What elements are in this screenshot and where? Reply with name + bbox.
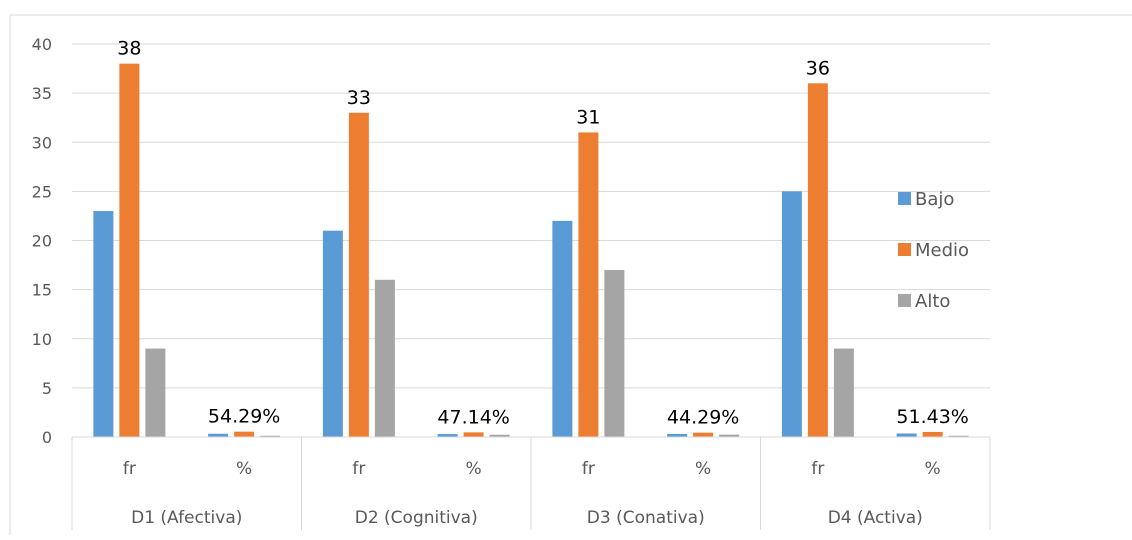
bar-bajo [781,191,802,437]
legend-label: Medio [915,240,969,261]
bar-bajo [208,433,229,437]
x-subcategory-label: % [695,459,711,479]
x-subcategory-label: % [466,459,482,479]
bar-alto [719,434,740,437]
legend-swatch-alto [898,294,911,307]
y-axis-tick-labels: 0 5 10 15 20 25 30 35 40 [32,35,52,447]
data-label: 51.43% [896,406,968,428]
y-tick-label: 5 [42,379,52,398]
bar-bajo [896,433,917,437]
x-group-label: D1 (Afectiva) [131,508,242,528]
y-tick-label: 0 [42,428,52,447]
bar-alto [260,435,281,437]
bar-bajo [552,220,573,437]
bar-alto [948,435,969,437]
data-label: 31 [576,106,600,128]
x-group-label: D2 (Cognitiva) [355,508,478,528]
bar-medio [119,63,140,438]
bar-medio [578,132,599,438]
data-label: 33 [347,87,371,109]
data-label: 47.14% [437,406,509,428]
data-label: 44.29% [667,407,739,429]
bars [93,63,969,438]
bar-bajo [437,434,458,437]
data-label: 38 [117,38,141,60]
data-labels: 38 54.29% 33 47.14% 31 44.29% 36 51.43% [117,38,969,429]
bar-alto [145,348,166,437]
bar-medio [922,431,943,437]
y-tick-label: 30 [32,133,52,152]
bar-medio [807,83,828,438]
bar-medio [693,432,714,437]
y-tick-label: 20 [32,232,52,251]
x-subcategory-label: fr [811,459,824,479]
legend-swatch-medio [898,243,911,256]
x-group-label: D3 (Conativa) [587,508,705,528]
x-subcategory-label: fr [582,459,595,479]
bar-alto [604,269,625,437]
x-subcategory-label: fr [123,459,136,479]
x-group-label: D4 (Activa) [828,508,923,528]
x-subcategory-label: % [925,459,941,479]
bar-bajo [93,211,114,437]
legend: Bajo Medio Alto [898,189,969,312]
bar-medio [463,432,484,437]
data-label: 36 [806,57,830,79]
y-tick-label: 35 [32,84,52,103]
legend-label: Alto [915,291,950,312]
y-tick-label: 15 [32,281,52,300]
data-label: 54.29% [208,406,280,428]
bar-alto [833,348,854,437]
bar-alto [489,434,510,437]
x-subcategory-label: % [236,459,252,479]
y-tick-label: 10 [32,330,52,349]
legend-label: Bajo [915,189,954,210]
bar-bajo [667,433,688,437]
legend-swatch-bajo [898,192,911,205]
bar-medio [348,112,369,438]
x-subcategory-label: fr [352,459,365,479]
bar-medio [234,431,255,437]
x-axis: fr % D1 (Afectiva) fr % D2 (Cognitiva) fr % D3 (… [71,436,991,530]
bar-alto [374,279,395,437]
y-tick-label: 40 [32,35,52,54]
y-tick-label: 25 [32,182,52,201]
bar-bajo [322,230,343,437]
